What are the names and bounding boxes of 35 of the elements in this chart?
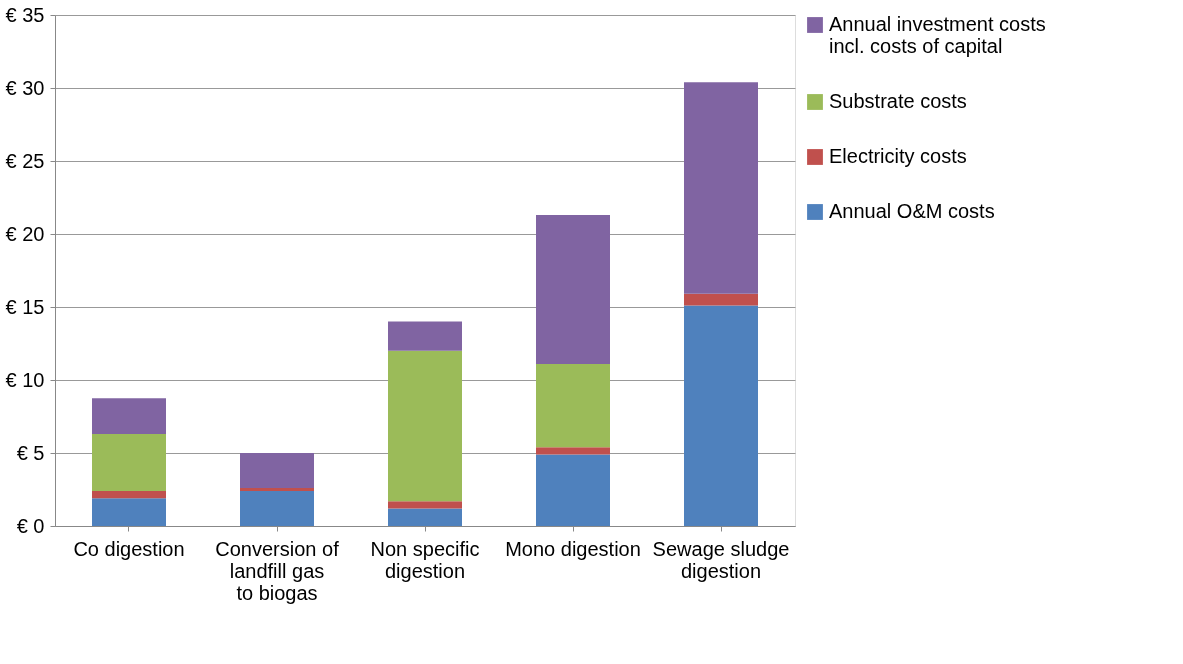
y-tick-label: € 25 [5,149,45,172]
bar [92,498,166,526]
bar [388,350,462,502]
bar [536,447,610,455]
bar [92,398,166,435]
bar [240,453,314,489]
legend-label: Annual O&M costs [829,200,995,222]
bar [388,501,462,509]
y-tick-label: € 10 [5,368,45,391]
y-tick-label: € 30 [5,76,45,99]
bar [536,454,610,526]
bar [92,490,166,499]
bar [684,82,758,294]
bar [240,490,314,526]
x-tick-label: Mono digestion [505,537,641,560]
y-tick-label: € 5 [16,441,45,464]
y-tick-label: € 20 [5,222,45,245]
x-tick-label: Sewage sludge digestion [652,537,790,582]
bar [684,305,758,526]
bar [388,321,462,351]
bar [240,488,314,491]
bar [684,293,758,306]
bar [536,215,610,364]
y-tick-label: € 15 [5,295,45,318]
legend-label: Electricity costs [829,145,967,167]
x-tick-label: Non specific digestion [370,537,480,582]
bar [536,363,610,448]
x-tick-label: Conversion of landfill gas to biogas [215,537,340,604]
bar [92,434,166,491]
y-tick-label: € 35 [5,3,45,26]
bar [388,508,462,526]
y-tick-label: € 0 [16,514,45,537]
x-tick-label: Co digestion [73,537,185,560]
legend-label: Substrate costs [829,90,967,112]
legend-label: Annual investment costs incl. costs of capital [829,13,1046,57]
